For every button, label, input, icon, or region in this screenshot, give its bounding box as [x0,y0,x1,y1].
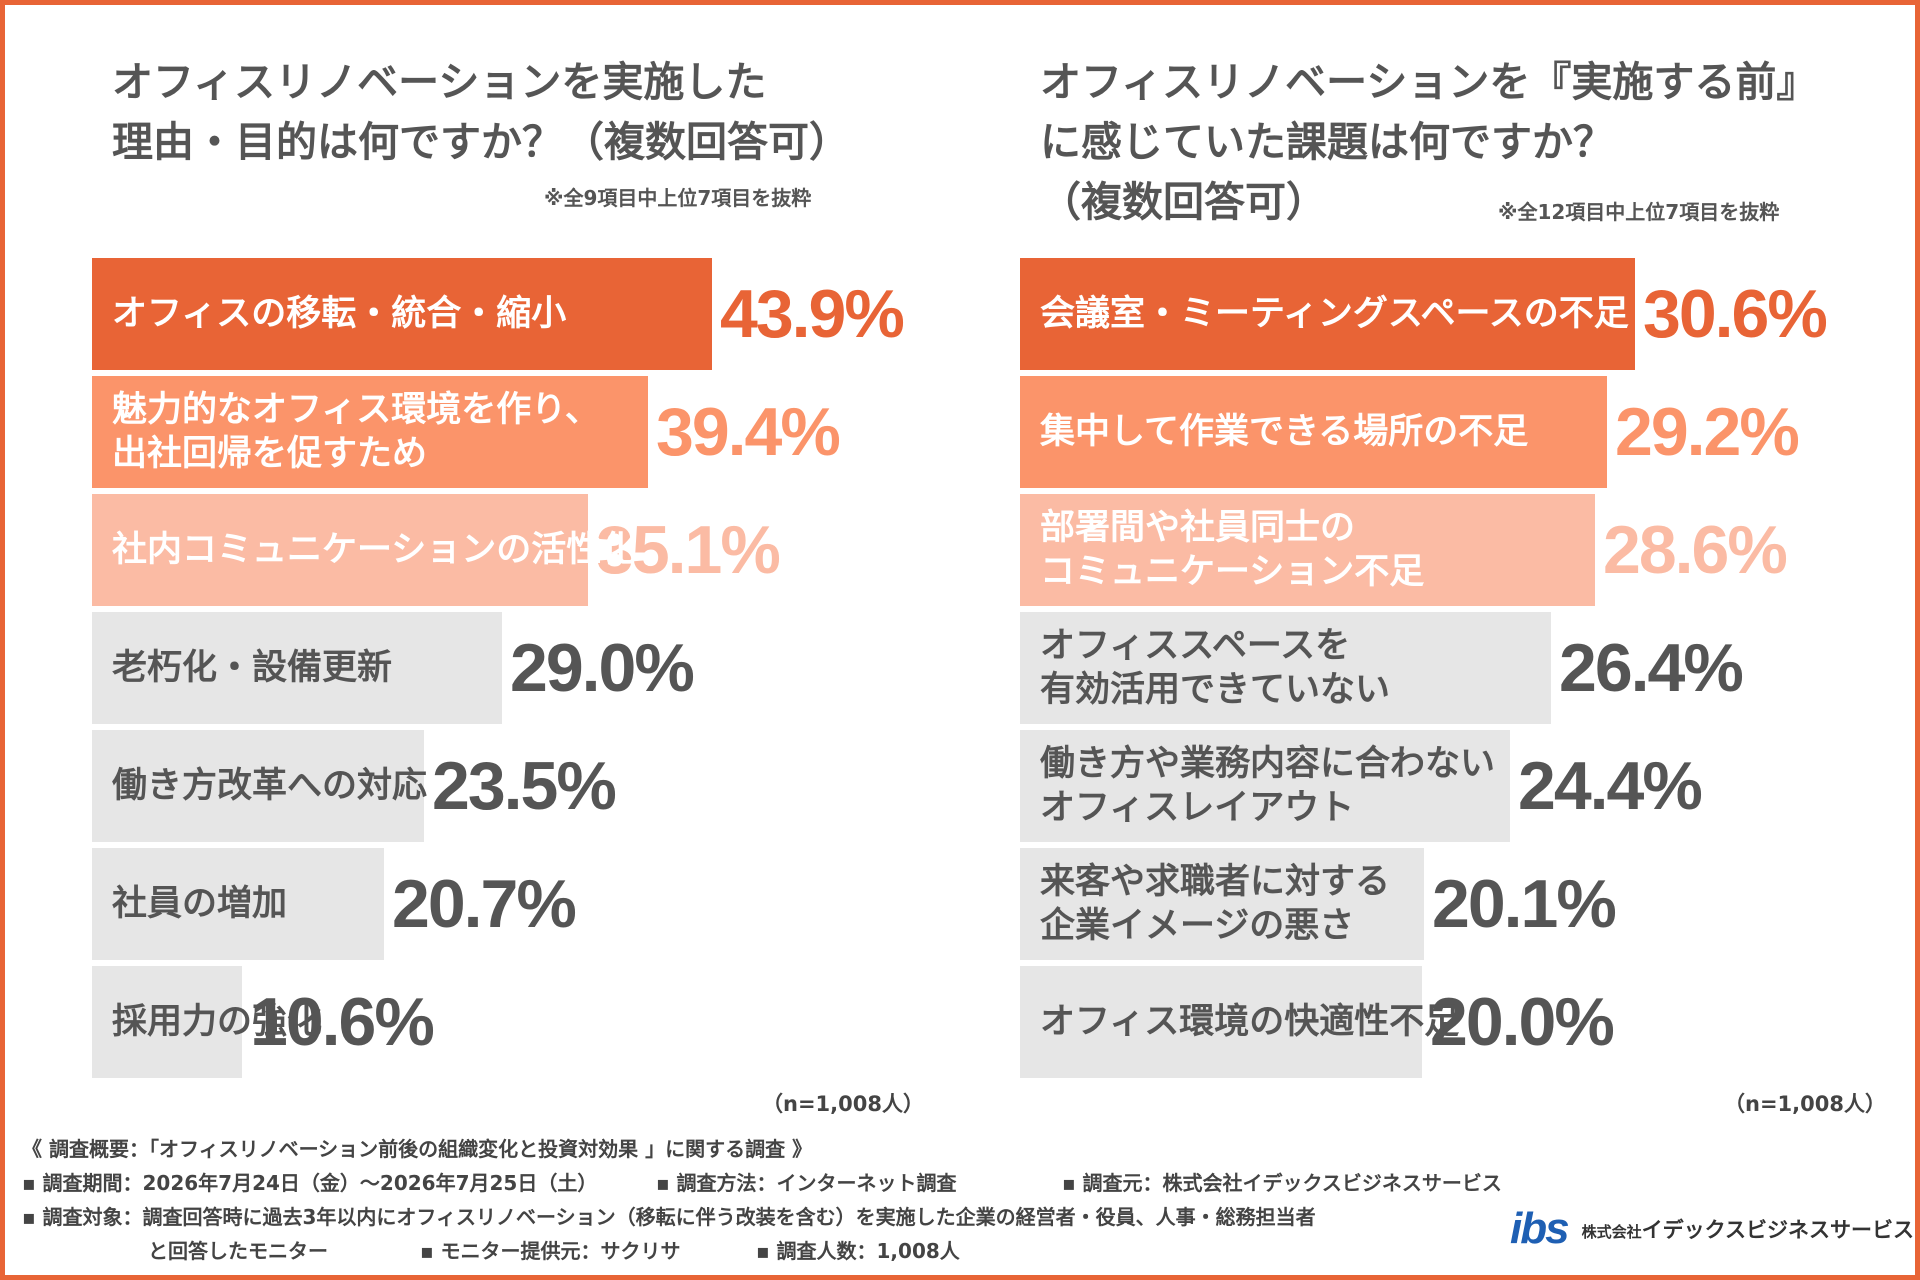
chart-note: ※全12項目中上位7項目を抜粋 [1498,200,1780,224]
bar-value-label: 20.7% [392,866,577,942]
bar-category-label: 社内コミュニケーションの活性化 [112,494,636,606]
bar [1020,376,1607,488]
bar-category-label-line: コミュニケーション不足 [1040,552,1425,592]
bar-category-label-line: 老朽化・設備更新 [112,648,393,688]
bar-category-label-line: 有効活用できていない [1040,670,1391,710]
bar [1020,612,1551,724]
bar-category-label: 集中して作業できる場所の不足 [1040,376,1528,488]
logo-name: イデックスビジネスサービス [1641,1218,1914,1242]
bar [92,848,384,960]
bar-category-label-line: オフィスレイアウト [1040,788,1355,828]
bar-category-label: 部署間や社員同士の コミュニケーション不足 [1040,494,1424,606]
sample-size-label: （n=1,008人） [1724,1092,1886,1116]
bar [92,966,242,1078]
bar-value-label: 20.0% [1430,984,1615,1060]
survey-summary: 《 調査概要：「オフィスリノベーション前後の組織変化と投資対効果 」に関する調査… [22,1132,1522,1268]
bar [1020,730,1510,842]
bar-category-label: 魅力的なオフィス環境を作り、 出社回帰を促すため [112,376,600,488]
bar-category-label-line: 出社回帰を促すため [112,434,428,474]
logo-prefix: 株式会社 [1581,1223,1642,1241]
bar-category-label-line: 魅力的なオフィス環境を作り、 [112,390,600,430]
bar [92,494,588,606]
bar-category-label: 会議室・ミーティングスペースの不足 [1040,258,1629,370]
chart-note: ※全9項目中上位7項目を抜粋 [544,186,812,210]
bar-category-label-line: 社員の増加 [112,884,288,924]
bar-value-label: 29.2% [1615,394,1800,470]
bar [1020,848,1424,960]
bar-value-label: 10.6% [250,984,435,1060]
bar-category-label-line: 採用力の強化 [112,1002,323,1042]
bar-value-label: 39.4% [656,394,841,470]
bar [1020,258,1635,370]
bar [1020,966,1422,1078]
bar [92,258,712,370]
company-logo: ibs 株式会社イデックスビジネスサービス [1510,1204,1914,1254]
sample-size-label: （n=1,008人） [762,1092,924,1116]
survey-count: ▪ 調査人数：1,008人 [756,1239,960,1263]
bar-category-label-line: オフィスの移転・統合・縮小 [112,294,567,334]
bar-category-label: 働き方改革への対応 [112,730,427,842]
bar-category-label: オフィススペースを 有効活用できていない [1040,612,1390,724]
bar [92,730,424,842]
bar-value-label: 43.9% [720,276,905,352]
bar-value-label: 23.5% [432,748,617,824]
bar-category-label-line: オフィス環境の快適性不足 [1040,1002,1460,1042]
bar-category-label: 社員の増加 [112,848,287,960]
logo-company-name: 株式会社イデックスビジネスサービス [1582,1214,1914,1244]
bar-value-label: 35.1% [596,512,781,588]
bar-value-label: 28.6% [1603,512,1788,588]
bar [92,376,648,488]
bar-category-label-line: 社内コミュニケーションの活性化 [112,530,637,570]
bar-category-label: オフィスの移転・統合・縮小 [112,258,566,370]
chart-title-line: オフィスリノベーションを実施した [112,58,767,106]
bar-category-label-line: オフィススペースを [1040,626,1351,666]
bar-category-label-line: 働き方や業務内容に合わない [1040,744,1496,784]
bar [92,612,502,724]
bar-value-label: 29.0% [510,630,695,706]
bar-value-label: 20.1% [1432,866,1617,942]
chart-title: オフィスリノベーションを実施した 理由・目的は何ですか？（複数回答可） [112,52,850,172]
chart-title: オフィスリノベーションを『実施する前』 に感じていた課題は何ですか？ （複数回答… [1040,52,1817,232]
chart-title-line: 理由・目的は何ですか？（複数回答可） [112,118,850,166]
bar-category-label: 来客や求職者に対する 企業イメージの悪さ [1040,848,1390,960]
survey-summary-title: 《 調査概要：「オフィスリノベーション前後の組織変化と投資対効果 」に関する調査… [22,1137,813,1161]
bar-category-label-line: 集中して作業できる場所の不足 [1040,412,1529,452]
bar-category-label-line: 部署間や社員同士の [1040,508,1356,548]
bar-category-label: 老朽化・設備更新 [112,612,392,724]
chart-title-line: に感じていた課題は何ですか？ [1040,118,1614,166]
survey-provider: ▪ モニター提供元：サクリサ [420,1239,681,1263]
bar-category-label-line: 会議室・ミーティングスペースの不足 [1040,294,1629,334]
bar-category-label: 働き方や業務内容に合わない オフィスレイアウト [1040,730,1495,842]
survey-target-continued: と回答したモニター [148,1239,328,1263]
bar-category-label: 採用力の強化 [112,966,322,1078]
bar-category-label-line: 働き方改革への対応 [112,766,428,806]
bar-category-label-line: 来客や求職者に対する [1040,862,1391,902]
bar-chart: 会議室・ミーティングスペースの不足 30.6% 集中して作業できる場所の不足 29.2… [1020,258,1880,1088]
bar-category-label: オフィス環境の快適性不足 [1040,966,1459,1078]
survey-method: ▪ 調査方法：インターネット調査 [656,1171,957,1195]
bar-chart: オフィスの移転・統合・縮小 43.9% 魅力的なオフィス環境を作り、 出社回帰を促すた… [92,258,952,1088]
bar-category-label-line: 企業イメージの悪さ [1040,906,1355,946]
bar-value-label: 24.4% [1518,748,1703,824]
chart-title-line: （複数回答可） [1040,178,1327,226]
bar-value-label: 26.4% [1559,630,1744,706]
chart-title-line: オフィスリノベーションを『実施する前』 [1040,58,1818,106]
bar-value-label: 30.6% [1643,276,1828,352]
survey-source: ▪ 調査元：株式会社イデックスビジネスサービス [1062,1171,1502,1195]
bar [1020,494,1595,606]
survey-target: ▪ 調査対象：調査回答時に過去3年以内にオフィスリノベーション（移転に伴う改装を… [22,1205,1316,1229]
survey-period: ▪ 調査期間：2026年7月24日（金）〜2026年7月25日（土） [22,1171,598,1195]
logo-mark: ibs [1510,1204,1570,1253]
